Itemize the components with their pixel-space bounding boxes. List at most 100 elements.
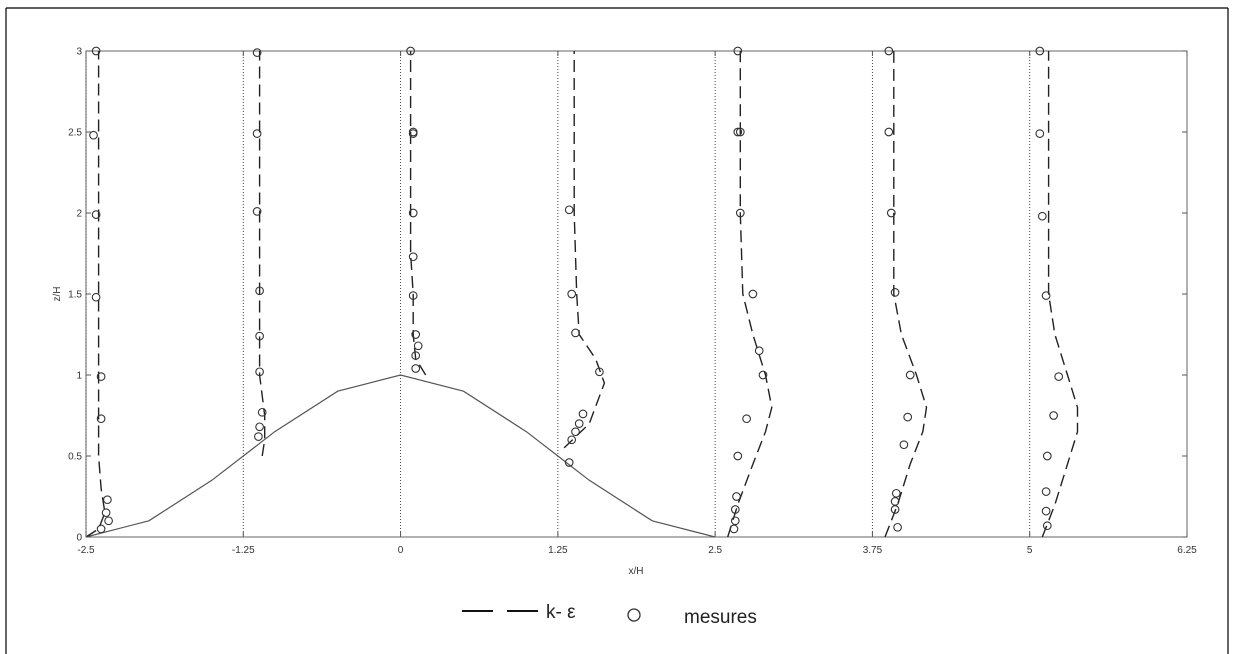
x-tick-label: 6.25 <box>1177 545 1197 556</box>
measured-point-2-0 <box>411 364 421 373</box>
measured-point-1-3 <box>255 367 264 377</box>
measured-point-1-8 <box>252 48 262 57</box>
y-axis-label: z/H <box>52 287 63 302</box>
measured-point-0-2 <box>101 508 111 518</box>
measured-point-5-9 <box>884 127 894 137</box>
x-tick-label: -1.25 <box>232 545 255 556</box>
measured-point-6-5 <box>1054 372 1064 381</box>
measured-point-0-4 <box>96 414 106 424</box>
hill-profile-line <box>85 374 716 538</box>
measured-point-0-5 <box>96 372 106 381</box>
measured-point-5-2 <box>890 497 900 506</box>
legend-circle-marker <box>627 608 641 622</box>
model-profile-line-3 <box>563 51 606 449</box>
measured-point-4-6 <box>758 370 768 380</box>
measured-point-2-2 <box>413 341 423 351</box>
measured-point-1-5 <box>255 286 264 296</box>
measured-point-4-4 <box>733 451 743 461</box>
profile-layer <box>85 46 1079 538</box>
measured-point-3-0 <box>564 458 574 467</box>
measured-point-2-9 <box>406 46 415 56</box>
measured-point-4-5 <box>742 414 751 424</box>
measured-point-6-6 <box>1041 291 1051 300</box>
measured-point-6-2 <box>1041 487 1051 496</box>
measured-point-4-11 <box>733 127 743 137</box>
measured-point-6-8 <box>1035 129 1045 138</box>
measured-point-2-8 <box>408 127 418 137</box>
measured-point-1-2 <box>257 407 267 417</box>
measured-point-3-5 <box>595 367 604 377</box>
measured-point-1-4 <box>255 331 264 341</box>
measured-point-4-7 <box>754 346 764 356</box>
measured-point-5-4 <box>899 440 909 450</box>
legend: k- ε mesures <box>462 602 757 628</box>
y-tick-label: 0 <box>76 533 82 544</box>
measured-point-3-6 <box>571 328 580 338</box>
measured-point-3-4 <box>578 409 588 419</box>
x-tick-label: 3.75 <box>863 545 883 556</box>
measured-point-5-7 <box>890 288 900 297</box>
station-lines <box>85 51 1031 537</box>
measured-point-4-9 <box>735 208 745 218</box>
legend-label-measures: mesures <box>684 607 757 628</box>
measured-point-4-10 <box>735 127 745 137</box>
y-tick-label: 1 <box>76 371 82 382</box>
measured-point-6-7 <box>1037 211 1047 221</box>
measured-point-2-5 <box>408 252 418 262</box>
measured-point-4-3 <box>732 492 741 501</box>
y-tick-label: 3 <box>76 47 82 58</box>
measured-point-6-0 <box>1042 521 1052 531</box>
model-profile-line-0 <box>85 51 106 538</box>
measured-point-0-0 <box>96 524 106 534</box>
measured-point-3-1 <box>567 435 577 445</box>
x-tick-label: 2.5 <box>708 545 722 556</box>
x-tick-label: 1.25 <box>548 545 568 556</box>
measured-point-4-8 <box>748 289 758 299</box>
model-profile-line-6 <box>1041 51 1079 538</box>
legend-label-model: k- ε <box>546 602 576 623</box>
measured-point-4-0 <box>729 524 739 534</box>
measured-point-4-2 <box>730 505 740 514</box>
measured-point-6-4 <box>1049 411 1058 420</box>
model-profile-line-5 <box>884 51 928 538</box>
y-tick-label: 0.5 <box>68 452 82 463</box>
measured-point-6-9 <box>1035 46 1045 56</box>
measured-point-6-3 <box>1042 451 1052 461</box>
x-axis-label: x/H <box>629 566 644 577</box>
y-tick-label: 1.5 <box>68 290 82 301</box>
measured-point-0-8 <box>89 130 98 140</box>
measured-point-2-4 <box>408 291 418 300</box>
model-profile-line-4 <box>727 51 773 538</box>
measured-point-5-10 <box>884 46 894 56</box>
measured-point-1-7 <box>252 129 262 138</box>
measured-point-0-1 <box>104 516 113 526</box>
measured-point-0-7 <box>91 210 101 219</box>
measured-point-6-1 <box>1041 506 1051 516</box>
measured-point-2-3 <box>411 330 421 339</box>
y-ticks: 0 0.5 1 1.5 2 2.5 3 <box>68 47 1187 544</box>
measured-point-3-7 <box>567 289 577 299</box>
measured-point-0-3 <box>103 495 112 505</box>
hill-layer <box>85 374 716 538</box>
measured-point-5-3 <box>891 488 901 498</box>
model-profile-line-1 <box>258 51 266 457</box>
measured-point-2-1 <box>411 351 421 360</box>
measured-point-3-2 <box>571 427 580 437</box>
model-profile-line-2 <box>409 51 427 376</box>
measured-point-5-0 <box>893 522 902 532</box>
y-tick-label: 2.5 <box>68 128 82 139</box>
x-tick-label: -2.5 <box>77 545 95 556</box>
measured-point-5-8 <box>886 208 896 218</box>
measured-point-2-6 <box>408 208 418 218</box>
plot-area <box>85 50 1188 538</box>
x-tick-label: 5 <box>1027 545 1033 556</box>
y-tick-label: 2 <box>76 209 82 220</box>
measured-point-4-12 <box>733 46 743 56</box>
x-tick-label: 0 <box>398 545 404 556</box>
measured-point-0-6 <box>91 292 101 302</box>
measured-point-1-0 <box>254 432 263 441</box>
measured-point-0-9 <box>91 46 101 56</box>
measured-point-1-1 <box>255 422 264 432</box>
measured-point-3-8 <box>564 205 574 215</box>
